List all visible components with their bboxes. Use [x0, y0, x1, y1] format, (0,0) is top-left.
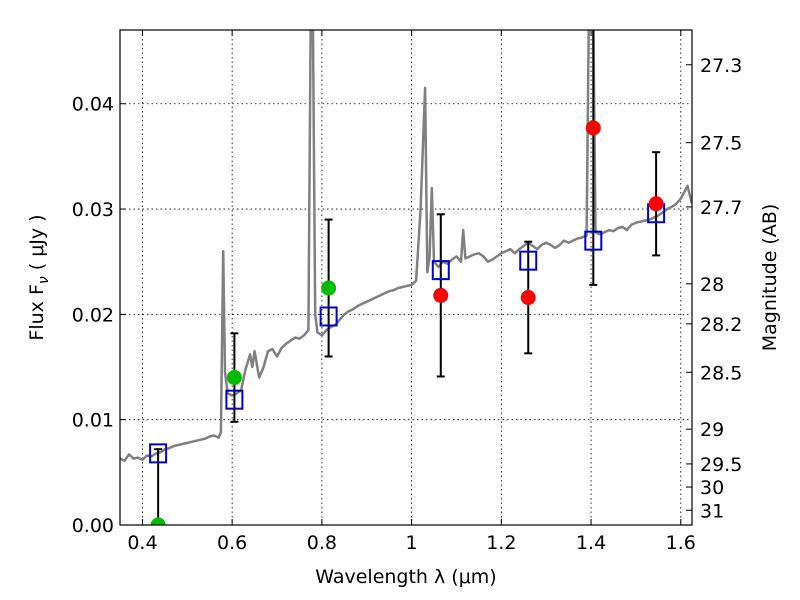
y-axis-label-unit: ( μJy ): [26, 214, 48, 276]
y-tick-labels: 0.00 0.01 0.02 0.03 0.04: [72, 94, 114, 537]
y2-tick-label: 29: [700, 419, 724, 441]
observed-red-point: [585, 120, 601, 136]
error-bars: [154, 30, 661, 525]
model-flux-square: [519, 250, 538, 271]
y2-tick-label: 31: [700, 500, 724, 522]
y-tick-label: 0.01: [72, 410, 114, 432]
observed-green-point: [321, 280, 337, 296]
y-tick-label: 0.03: [72, 199, 114, 221]
x-tick-labels: 0.4 0.6 0.8 1 1.2 1.4 1.6: [127, 532, 696, 554]
model-flux-square: [319, 306, 338, 327]
x-tick-label: 0.8: [307, 532, 337, 554]
y2-tick-label: 28.2: [700, 314, 742, 336]
y-tick-label: 0.04: [72, 94, 114, 116]
observed-green-point: [226, 370, 242, 386]
observed-red-point: [648, 196, 664, 212]
y2-tick-label: 27.3: [700, 55, 742, 77]
model-flux-markers: [149, 203, 666, 464]
spectrum-line: [120, 30, 692, 463]
model-flux-square: [584, 230, 603, 251]
y2-tick-label: 28.5: [700, 362, 742, 384]
y2-tick-label: 27.7: [700, 197, 742, 219]
y2-tick-label: 28: [700, 274, 724, 296]
x-tick-label: 1: [406, 532, 418, 554]
observed-flux-markers: [150, 120, 664, 525]
x-tick-label: 1.2: [486, 532, 516, 554]
y-axis-label: Flux Fν ( μJy ): [26, 214, 52, 340]
x-tick-label: 0.6: [217, 532, 247, 554]
plot-frame: [119, 29, 693, 526]
y-tick-label: 0.00: [72, 515, 114, 537]
x-tick-label: 1.4: [576, 532, 606, 554]
y-axis-label-main: Flux F: [26, 284, 48, 340]
model-flux-square: [149, 443, 168, 464]
model-flux-square: [431, 260, 450, 281]
y2-tick-label: 27.5: [700, 133, 742, 155]
ticks: [120, 30, 692, 526]
model-flux-square: [225, 389, 244, 410]
spectrum-layer: [120, 30, 692, 463]
y2-tick-label: 30: [700, 477, 724, 499]
x-tick-label: 1.6: [666, 532, 696, 554]
y2-axis-label: Magnitude (AB): [759, 204, 781, 352]
observed-red-point: [520, 290, 536, 306]
observed-green-point: [150, 517, 166, 525]
grid: [120, 30, 692, 525]
x-axis-label: Wavelength λ (μm): [315, 566, 496, 588]
y-axis-label-subscript: ν: [36, 276, 52, 284]
x-tick-label: 0.4: [127, 532, 157, 554]
observed-red-point: [433, 287, 449, 303]
y-tick-label: 0.02: [72, 304, 114, 326]
y2-tick-label: 29.5: [700, 454, 742, 476]
